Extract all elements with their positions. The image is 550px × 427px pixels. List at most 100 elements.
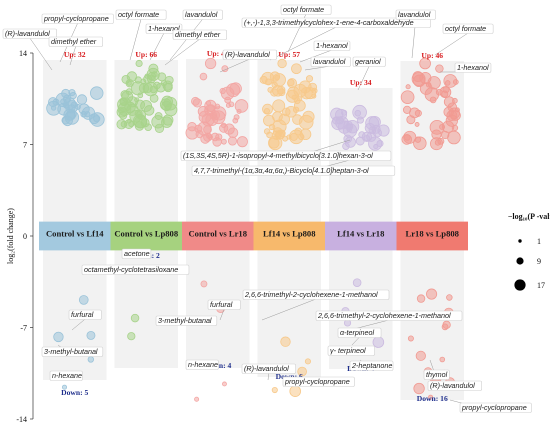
compound-label-box bbox=[81, 264, 190, 275]
data-point bbox=[222, 381, 227, 387]
data-point bbox=[236, 136, 248, 148]
label-leader bbox=[357, 65, 370, 91]
data-point bbox=[285, 105, 297, 118]
compound-label-box bbox=[172, 29, 228, 40]
compound-label: lavandulol bbox=[313, 57, 346, 66]
data-point bbox=[227, 136, 238, 146]
up-count: Up: 34 bbox=[350, 78, 372, 87]
data-point bbox=[200, 280, 208, 288]
data-point bbox=[153, 81, 161, 90]
group-band bbox=[396, 221, 468, 251]
y-axis: 14 7 0 -7 -14 log₂(fold change) bbox=[6, 49, 34, 424]
down-count: Down: 16 bbox=[417, 394, 448, 403]
data-point bbox=[126, 71, 138, 82]
data-point bbox=[236, 108, 242, 114]
label-leader bbox=[219, 58, 250, 73]
data-point bbox=[376, 140, 384, 148]
data-point bbox=[86, 330, 96, 340]
compound-label-box bbox=[241, 17, 431, 28]
legend-title: −log₁₀(P -value) bbox=[508, 212, 550, 221]
group-band bbox=[110, 221, 182, 251]
compound-label-box bbox=[155, 315, 218, 326]
data-point bbox=[363, 134, 371, 142]
label-leader bbox=[69, 45, 77, 66]
compound-label-box bbox=[349, 360, 394, 371]
data-point bbox=[419, 57, 431, 70]
compound-label-box bbox=[315, 310, 463, 321]
data-point bbox=[405, 84, 411, 90]
group-label: Control vs Lf14 bbox=[46, 229, 104, 239]
data-point bbox=[342, 142, 350, 150]
data-point bbox=[302, 110, 315, 123]
data-point bbox=[278, 113, 290, 126]
data-point bbox=[204, 57, 217, 70]
data-point bbox=[187, 122, 197, 132]
compound-label: furfural bbox=[210, 300, 233, 309]
legend-size-label: 9 bbox=[537, 257, 541, 266]
data-point bbox=[271, 81, 278, 89]
legend-size-label: 17 bbox=[537, 281, 545, 290]
compound-label-box bbox=[68, 309, 102, 320]
data-point bbox=[293, 97, 301, 105]
data-points bbox=[46, 57, 461, 402]
label-leader bbox=[29, 37, 53, 71]
data-point bbox=[447, 102, 458, 112]
compound-label-box bbox=[2, 28, 58, 39]
data-point bbox=[430, 137, 443, 151]
data-point bbox=[299, 128, 312, 141]
data-point bbox=[132, 114, 147, 129]
compound-label-box bbox=[185, 359, 219, 370]
compound-label-box bbox=[41, 13, 114, 24]
compound-label: octyl formate bbox=[283, 5, 324, 14]
data-point bbox=[287, 78, 298, 89]
data-point bbox=[165, 75, 174, 85]
data-point bbox=[267, 86, 274, 93]
data-point bbox=[446, 294, 453, 301]
label-leader bbox=[261, 298, 317, 321]
data-point bbox=[78, 295, 89, 305]
compound-label: γ- terpineol bbox=[330, 346, 366, 355]
up-count: Up: 32 bbox=[64, 50, 86, 59]
data-point bbox=[372, 336, 385, 348]
compound-label-box bbox=[48, 36, 104, 47]
compound-label: 1-hexanol bbox=[457, 63, 489, 72]
data-point bbox=[164, 103, 178, 117]
size-legend: −log₁₀(P -value) 1 9 17 bbox=[508, 212, 550, 291]
compound-label-box bbox=[121, 248, 152, 259]
y-tick-label: -14 bbox=[16, 415, 27, 424]
data-point bbox=[204, 104, 216, 116]
compound-label: lavandulol bbox=[185, 10, 218, 19]
group-label: Control vs Lp808 bbox=[114, 229, 179, 239]
data-point bbox=[447, 130, 461, 145]
compound-label-box bbox=[427, 380, 483, 391]
data-point bbox=[62, 384, 67, 390]
compound-label: 1-hexanol bbox=[316, 41, 348, 50]
compound-label-box bbox=[242, 289, 390, 300]
data-point bbox=[223, 123, 235, 135]
data-point bbox=[130, 313, 140, 323]
legend-size-label: 1 bbox=[537, 237, 541, 246]
data-point bbox=[343, 134, 352, 144]
data-point bbox=[352, 104, 367, 120]
data-point bbox=[271, 387, 278, 394]
label-leader bbox=[219, 308, 225, 321]
down-count: Down: 6 bbox=[276, 372, 303, 381]
compound-label: 4,7,7-trimethyl-(1α,3α,4α,6α,)-Bicyclo[4… bbox=[194, 166, 369, 175]
data-point bbox=[144, 123, 152, 132]
compound-label: 3-methyl-butanal bbox=[44, 347, 98, 356]
compound-label: propyl-cyclopropane bbox=[284, 377, 350, 386]
data-point bbox=[377, 124, 390, 137]
data-point bbox=[439, 356, 446, 363]
compound-label: octyl formate bbox=[445, 24, 486, 33]
up-count: Up: 57 bbox=[278, 50, 300, 59]
data-point bbox=[87, 356, 95, 363]
label-leader bbox=[351, 336, 360, 346]
y-tick-label: 7 bbox=[23, 140, 27, 149]
compound-label: 2-heptanone bbox=[351, 361, 392, 370]
data-point bbox=[163, 82, 173, 93]
data-point bbox=[305, 75, 314, 83]
compound-label: (R)-lavandulol bbox=[5, 29, 50, 38]
data-point bbox=[292, 114, 303, 125]
compound-label-box bbox=[191, 165, 396, 176]
compound-label-box bbox=[337, 327, 382, 338]
